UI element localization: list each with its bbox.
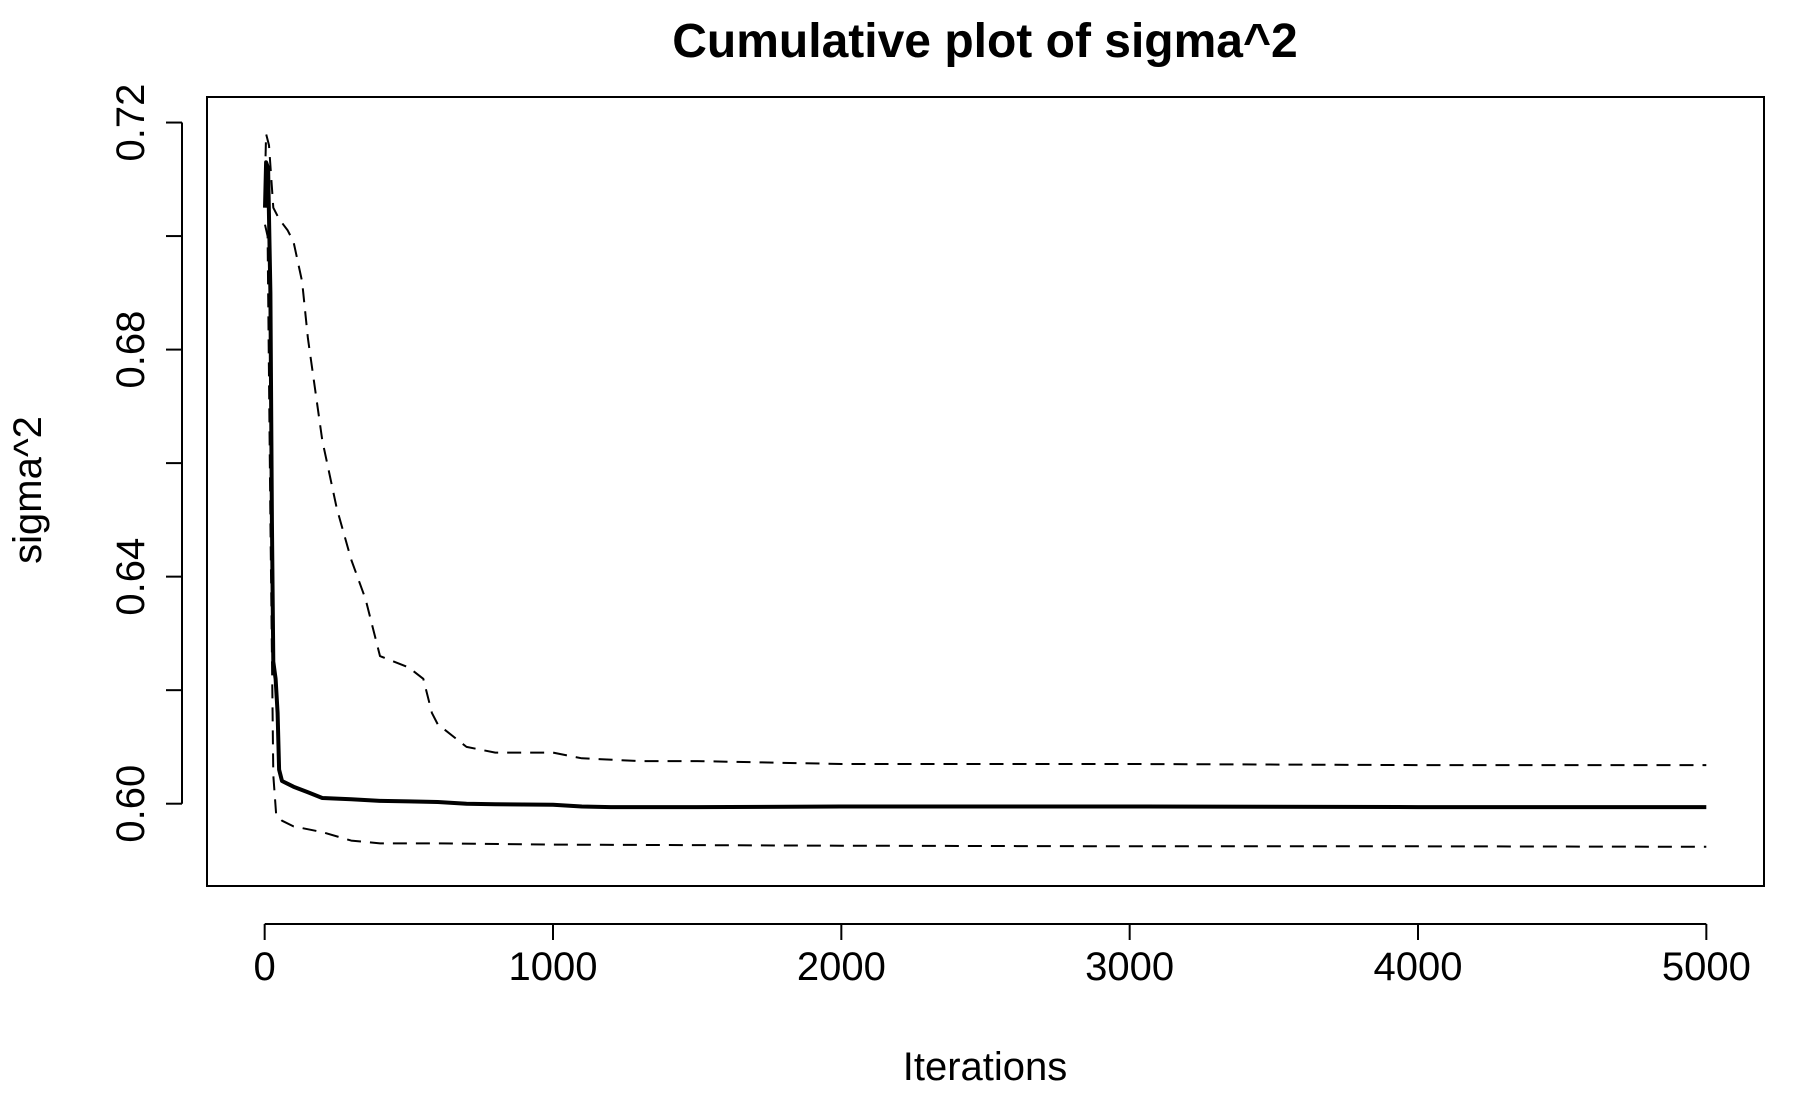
x-tick-label: 0: [254, 945, 276, 989]
series-line-dashed-lower: [264, 224, 1707, 848]
y-tick-label: 0.72: [109, 84, 153, 162]
x-tick-label: 1000: [509, 945, 598, 989]
series-line-dashed-upper: [264, 132, 1707, 767]
x-axis-label: Iterations: [903, 1045, 1068, 1089]
x-tick-label: 4000: [1374, 945, 1463, 989]
y-axis: 0.60 0.64 0.68 0.72: [109, 84, 183, 843]
y-tick-label: 0.64: [109, 538, 153, 616]
x-tick-label: 2000: [797, 945, 886, 989]
y-tick-label: 0.68: [109, 311, 153, 389]
plot-frame: [206, 96, 1765, 887]
series-line-solid: [263, 160, 1707, 810]
chart-title: Cumulative plot of sigma^2: [672, 15, 1297, 68]
x-tick-label: 5000: [1662, 945, 1751, 989]
x-tick-label: 3000: [1085, 945, 1174, 989]
x-axis: 0 1000 2000 3000 4000 5000: [254, 923, 1751, 989]
y-tick-label: 0.60: [109, 765, 153, 843]
series-layer: [263, 132, 1707, 848]
y-axis-label: sigma^2: [6, 416, 50, 564]
